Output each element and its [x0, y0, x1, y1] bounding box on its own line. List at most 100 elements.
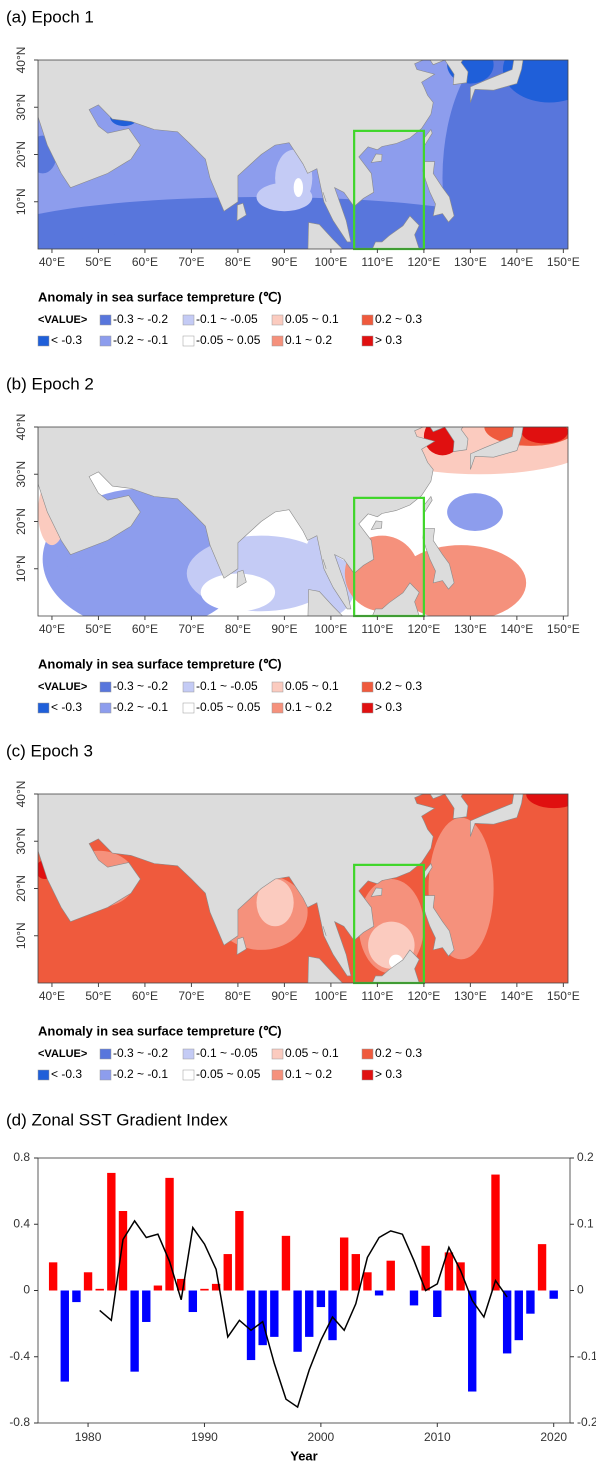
bar	[270, 1290, 279, 1337]
x-tick-label: 40°E	[39, 989, 65, 1003]
legend-swatch	[361, 314, 374, 326]
legend-label: > 0.3	[375, 700, 402, 714]
bar	[48, 1262, 58, 1291]
land	[372, 582, 420, 616]
bar	[188, 1290, 198, 1313]
land	[38, 60, 469, 243]
legend-label: 0.2 ~ 0.3	[375, 679, 422, 693]
land	[322, 192, 327, 202]
legend-title: Anomaly in sea surface tempreture (℃)	[38, 289, 282, 304]
anomaly-area	[256, 879, 294, 927]
bar	[235, 1211, 244, 1291]
land	[422, 895, 455, 957]
legend-swatch	[271, 681, 284, 693]
bar	[502, 1290, 512, 1354]
land	[372, 949, 420, 983]
y2-tick-label: 0.2	[577, 1150, 594, 1164]
x-tick-label: 2000	[308, 1430, 335, 1444]
bar	[258, 1290, 267, 1346]
legend-label: < -0.3	[51, 1067, 82, 1081]
land	[371, 215, 420, 249]
legend-label: -0.05 ~ 0.05	[196, 1067, 261, 1081]
x-tick-label: 100°E	[314, 255, 347, 269]
legend-swatch	[361, 1069, 374, 1081]
land	[236, 569, 247, 589]
y-tick-label: 20°N	[14, 141, 28, 168]
land	[370, 520, 383, 530]
y-tick-label: 0.4	[13, 1216, 30, 1230]
bar	[60, 1290, 69, 1382]
map-title: (a) Epoch 1	[6, 7, 94, 26]
legend-swatch	[271, 335, 284, 347]
x-tick-label: 120°E	[407, 255, 440, 269]
bar	[165, 1177, 174, 1291]
land	[38, 427, 469, 610]
y-tick-label: 0.8	[13, 1150, 30, 1164]
x-tick-label: 100°E	[314, 622, 347, 636]
land	[322, 926, 327, 936]
line	[99, 1219, 508, 1409]
x-tick-label: 70°E	[178, 622, 204, 636]
land	[38, 794, 469, 977]
y-tick-label: 0	[23, 1283, 30, 1297]
y-tick-label: 10°N	[14, 555, 28, 582]
land	[470, 60, 524, 103]
legend-swatch	[37, 1069, 50, 1081]
land	[370, 887, 383, 897]
x-tick-label: 70°E	[178, 989, 204, 1003]
y-tick-label: 10°N	[14, 188, 28, 215]
legend-swatch	[182, 335, 195, 347]
x-tick-label: 90°E	[271, 255, 297, 269]
x-tick-label: 140°E	[500, 989, 533, 1003]
x-axis-label: Year	[290, 1448, 317, 1463]
y2-tick-label: 0.1	[577, 1216, 594, 1230]
y-tick-label: -0.8	[9, 1415, 30, 1429]
bar	[537, 1244, 547, 1291]
land	[307, 589, 343, 616]
y-tick-label: 30°N	[14, 828, 28, 855]
land	[422, 161, 455, 223]
legend-swatch	[99, 702, 112, 714]
bar	[444, 1252, 454, 1291]
x-tick-label: 130°E	[454, 989, 487, 1003]
anomaly-area	[396, 545, 527, 616]
anomaly-area	[293, 178, 304, 198]
x-tick-label: 1990	[191, 1430, 218, 1444]
x-tick-label: 60°E	[132, 989, 158, 1003]
legend-label: 0.1 ~ 0.2	[285, 1067, 332, 1081]
x-tick-label: 80°E	[225, 622, 251, 636]
land	[236, 936, 247, 956]
map-title: (c) Epoch 3	[6, 741, 93, 760]
legend-label: < -0.3	[51, 700, 82, 714]
bar	[118, 1211, 128, 1291]
bar	[526, 1290, 535, 1314]
x-tick-label: 120°E	[407, 989, 440, 1003]
chart-title: (d) Zonal SST Gradient Index	[6, 1110, 228, 1129]
y-tick-label: 30°N	[14, 461, 28, 488]
legend-label: 0.05 ~ 0.1	[285, 312, 339, 326]
x-tick-label: 150°E	[547, 989, 580, 1003]
legend-title: Anomaly in sea surface tempreture (℃)	[38, 1023, 282, 1038]
land	[307, 222, 343, 249]
legend-label: 0.1 ~ 0.2	[285, 700, 332, 714]
land	[422, 528, 455, 590]
legend-swatch	[361, 702, 374, 714]
y-tick-label: 20°N	[14, 508, 28, 535]
legend-swatch	[361, 1048, 374, 1060]
x-tick-label: 80°E	[225, 989, 251, 1003]
plot-frame	[37, 1157, 571, 1424]
legend-swatch	[182, 314, 195, 326]
legend-label: 0.2 ~ 0.3	[375, 1046, 422, 1060]
anomaly-area	[39, 230, 390, 249]
legend-swatch	[99, 1069, 112, 1081]
land	[236, 202, 247, 222]
bar	[293, 1290, 302, 1352]
legend-swatch	[99, 335, 112, 347]
bar	[316, 1290, 326, 1308]
legend-swatch	[182, 1048, 195, 1060]
bar	[339, 1237, 349, 1291]
x-tick-label: 150°E	[547, 622, 580, 636]
map	[38, 794, 568, 983]
y2-tick-label: -0.1	[577, 1349, 596, 1363]
